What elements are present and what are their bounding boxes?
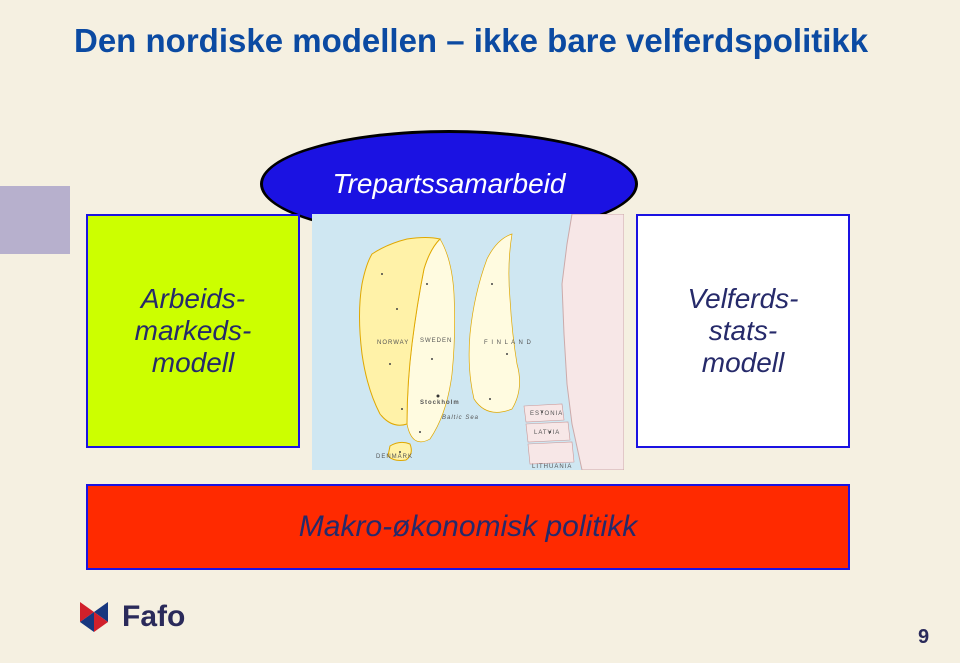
fafo-logo-text: Fafo [122,600,185,634]
box-makrookonomisk: Makro-økonomisk politikk [86,484,850,570]
slide-title: Den nordiske modellen – ikke bare velfer… [74,22,868,60]
left-box-line3: modell [152,347,234,378]
label-lithuania: LITHUANIA [532,464,572,470]
label-sweden: SWEDEN [420,338,452,344]
label-stockholm: Stockholm [420,400,460,406]
nordic-map: NORWAY SWEDEN F I N L A N D DENMARK ESTO… [312,214,624,470]
fafo-logo: Fafo [70,598,185,636]
box-velferdsstatsmodell: Velferds- stats- modell [636,214,850,448]
label-norway: NORWAY [377,340,409,346]
map-svg: NORWAY SWEDEN F I N L A N D DENMARK ESTO… [312,214,624,470]
right-box-line2: stats- [709,315,777,346]
right-box-line1: Velferds- [687,283,798,314]
left-box-text: Arbeids- markeds- modell [135,283,252,379]
map-lithuania [528,442,574,464]
label-latvia: LATVIA [534,430,560,436]
right-box-text: Velferds- stats- modell [687,283,798,379]
bottom-bar-label: Makro-økonomisk politikk [299,510,637,544]
label-denmark: DENMARK [376,454,413,460]
label-finland: F I N L A N D [484,340,532,346]
page-number: 9 [918,626,929,649]
right-box-line3: modell [702,347,784,378]
ellipse-label: Trepartssamarbeid [333,168,566,200]
slide: Den nordiske modellen – ikke bare velfer… [0,0,960,663]
fafo-logo-mark [70,598,114,636]
left-box-line1: Arbeids- [141,283,245,314]
label-estonia: ESTONIA [530,411,563,417]
left-box-line2: markeds- [135,315,252,346]
label-baltic: Baltic Sea [442,415,479,421]
box-arbeidsmarkedsmodell: Arbeids- markeds- modell [86,214,300,448]
sidebar-accent [0,186,70,254]
dot-stockholm [437,395,440,398]
